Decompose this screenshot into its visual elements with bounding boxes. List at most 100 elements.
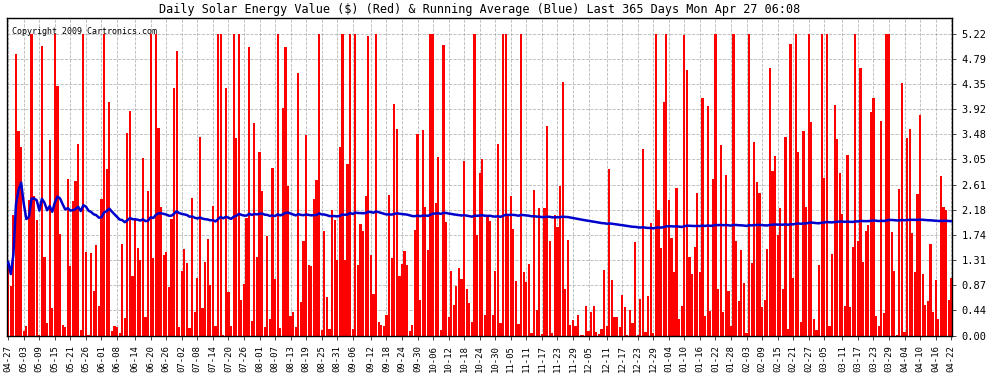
Bar: [851, 247, 853, 336]
Bar: [683, 34, 685, 336]
Bar: [41, 46, 43, 336]
Bar: [181, 271, 183, 336]
Bar: [566, 240, 569, 336]
Bar: [789, 44, 792, 336]
Bar: [248, 47, 250, 336]
Bar: [233, 34, 235, 336]
Bar: [539, 208, 541, 336]
Bar: [186, 263, 188, 336]
Bar: [914, 272, 916, 336]
Bar: [295, 327, 297, 336]
Bar: [342, 34, 344, 336]
Bar: [263, 327, 265, 336]
Bar: [797, 152, 800, 336]
Bar: [196, 278, 198, 336]
Bar: [528, 264, 530, 336]
Bar: [725, 175, 727, 336]
Bar: [526, 282, 528, 336]
Bar: [932, 312, 935, 336]
Bar: [927, 302, 929, 336]
Bar: [748, 34, 750, 336]
Bar: [919, 115, 922, 336]
Bar: [228, 292, 230, 336]
Bar: [856, 241, 859, 336]
Bar: [745, 333, 747, 336]
Bar: [536, 310, 538, 336]
Bar: [774, 156, 776, 336]
Bar: [717, 289, 719, 336]
Bar: [813, 319, 815, 336]
Bar: [411, 325, 414, 336]
Bar: [188, 328, 191, 336]
Bar: [531, 333, 533, 336]
Bar: [18, 131, 20, 336]
Bar: [178, 327, 180, 336]
Bar: [484, 315, 486, 336]
Bar: [375, 34, 377, 336]
Bar: [675, 188, 678, 336]
Bar: [870, 112, 872, 336]
Bar: [621, 295, 624, 336]
Bar: [548, 242, 550, 336]
Bar: [284, 47, 286, 336]
Bar: [627, 335, 629, 336]
Bar: [720, 145, 722, 336]
Bar: [608, 169, 611, 336]
Bar: [100, 200, 103, 336]
Bar: [541, 334, 543, 336]
Bar: [595, 332, 597, 336]
Bar: [310, 266, 313, 336]
Bar: [212, 206, 214, 336]
Bar: [823, 178, 826, 336]
Bar: [108, 102, 110, 336]
Bar: [481, 159, 483, 336]
Bar: [132, 276, 134, 336]
Bar: [255, 257, 258, 336]
Bar: [590, 312, 592, 336]
Bar: [318, 34, 320, 336]
Bar: [649, 224, 651, 336]
Bar: [862, 262, 864, 336]
Bar: [864, 231, 867, 336]
Bar: [750, 263, 752, 336]
Bar: [385, 315, 387, 336]
Bar: [253, 123, 255, 336]
Bar: [906, 138, 908, 336]
Bar: [69, 266, 71, 336]
Bar: [942, 207, 944, 336]
Bar: [289, 316, 292, 336]
Bar: [458, 268, 460, 336]
Bar: [544, 209, 545, 336]
Bar: [826, 34, 828, 336]
Bar: [173, 88, 175, 336]
Bar: [561, 82, 563, 336]
Bar: [877, 326, 880, 336]
Bar: [741, 250, 742, 336]
Bar: [450, 271, 452, 336]
Bar: [629, 310, 631, 336]
Bar: [165, 252, 167, 336]
Bar: [761, 307, 763, 336]
Bar: [209, 285, 212, 336]
Bar: [121, 244, 124, 336]
Bar: [545, 126, 548, 336]
Bar: [742, 283, 745, 336]
Bar: [116, 327, 118, 336]
Bar: [776, 235, 779, 336]
Bar: [818, 265, 820, 336]
Bar: [518, 324, 520, 336]
Bar: [241, 300, 243, 336]
Bar: [455, 286, 457, 336]
Bar: [362, 231, 364, 336]
Bar: [782, 288, 784, 336]
Bar: [614, 317, 616, 336]
Bar: [222, 335, 225, 336]
Bar: [753, 141, 755, 336]
Bar: [667, 200, 670, 336]
Bar: [728, 291, 730, 336]
Bar: [28, 200, 30, 336]
Bar: [7, 262, 9, 336]
Bar: [261, 191, 263, 336]
Bar: [72, 201, 74, 336]
Bar: [652, 333, 654, 336]
